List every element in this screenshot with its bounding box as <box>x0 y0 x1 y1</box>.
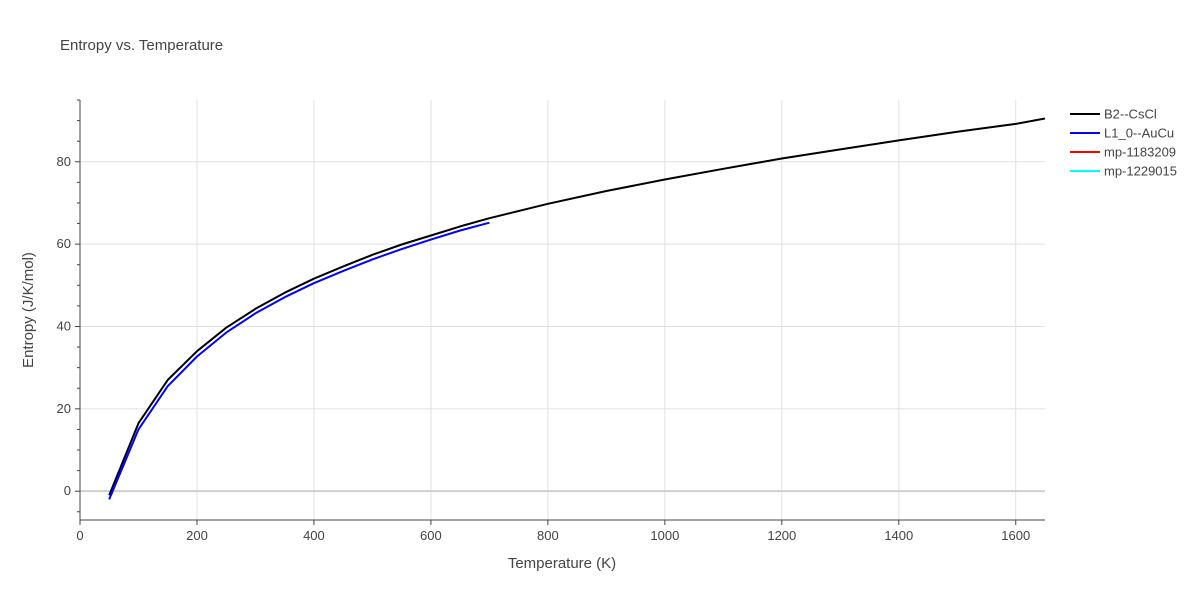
legend-label: B2--CsCl <box>1104 107 1157 122</box>
y-tick-label: 20 <box>57 401 71 416</box>
y-axis-title: Entropy (J/K/mol) <box>20 252 37 368</box>
x-tick-label: 600 <box>420 528 442 543</box>
y-tick-label: 60 <box>57 236 71 251</box>
x-tick-label: 0 <box>76 528 83 543</box>
x-tick-label: 1400 <box>884 528 913 543</box>
x-axis-title: Temperature (K) <box>508 555 616 572</box>
chart-title: Entropy vs. Temperature <box>60 37 223 54</box>
x-tick-label: 200 <box>186 528 208 543</box>
legend-label: mp-1183209 <box>1104 145 1176 160</box>
series-line-1 <box>108 221 490 500</box>
legend: B2--CsCl L1_0--AuCu mp-1183209 mp-1229015 <box>1070 107 1177 179</box>
series-layer <box>108 117 1046 500</box>
y-tick-label: 80 <box>57 154 71 169</box>
legend-item[interactable]: mp-1229015 <box>1070 164 1177 179</box>
legend-item[interactable]: L1_0--AuCu <box>1070 126 1174 141</box>
legend-label: mp-1229015 <box>1104 164 1177 179</box>
axis-layer: 0 200 400 600 800 1000 1200 1400 1600 0 20 40 60 80 <box>57 99 1045 543</box>
x-tick-label: 800 <box>537 528 559 543</box>
x-tick-label: 1000 <box>650 528 679 543</box>
grid-layer <box>80 100 1045 520</box>
x-tick-label: 400 <box>303 528 325 543</box>
y-tick-label: 0 <box>64 483 71 498</box>
x-tick-label: 1200 <box>767 528 796 543</box>
series-line-0 <box>108 117 1046 496</box>
y-tick-label: 40 <box>57 318 71 333</box>
x-tick-label: 1600 <box>1001 528 1030 543</box>
legend-item[interactable]: B2--CsCl <box>1070 107 1157 122</box>
legend-label: L1_0--AuCu <box>1104 126 1174 141</box>
legend-item[interactable]: mp-1183209 <box>1070 145 1176 160</box>
